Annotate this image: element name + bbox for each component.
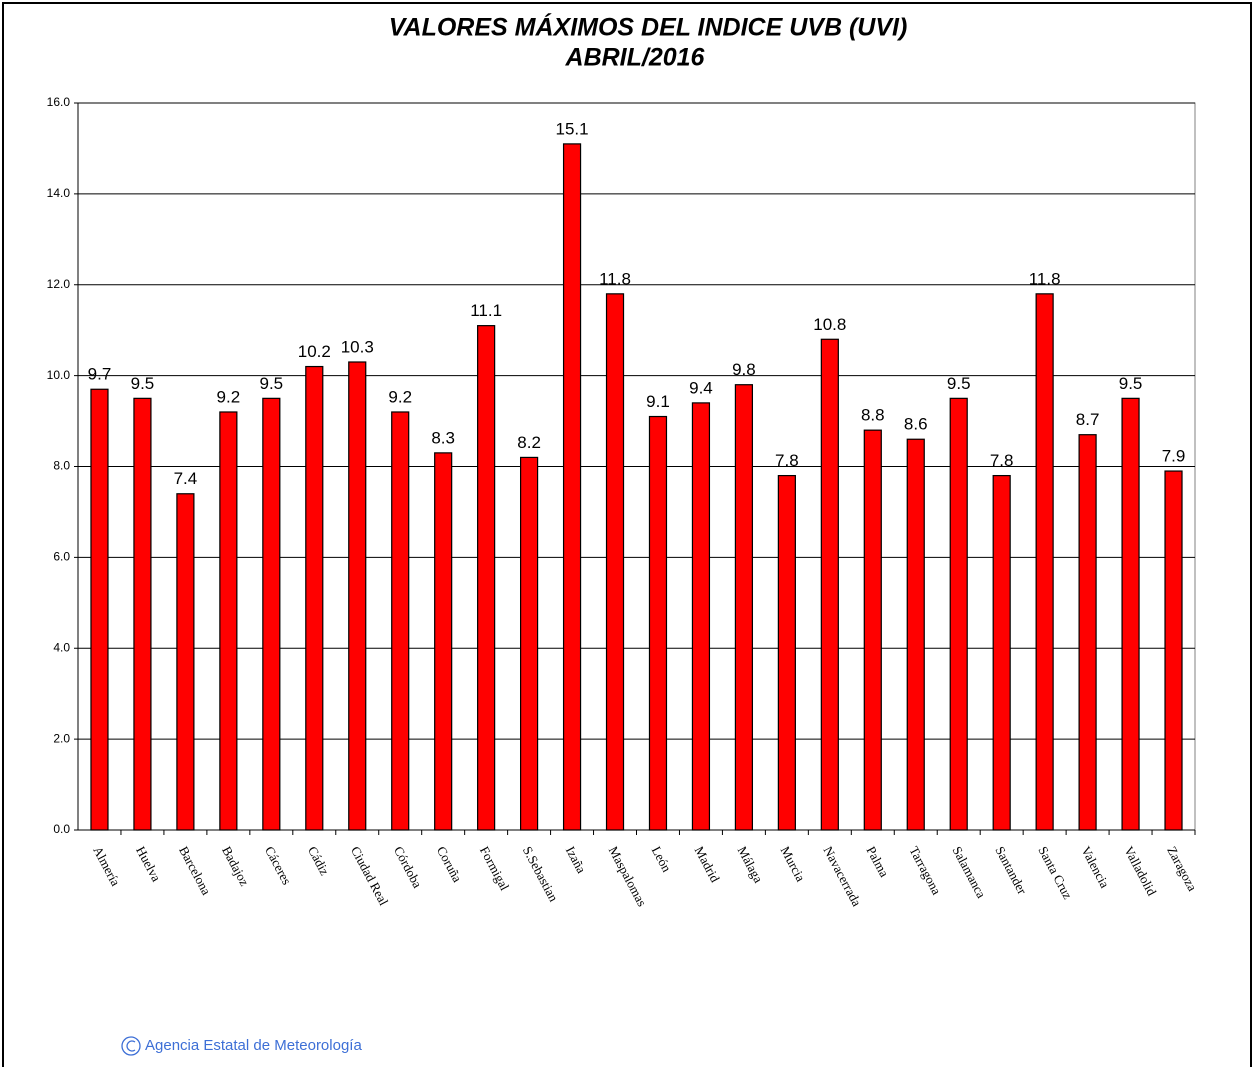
bar bbox=[262, 397, 281, 831]
x-tick-label: Córdoba bbox=[391, 844, 425, 891]
x-tick-label: Cádiz bbox=[305, 844, 333, 878]
x-tick-label: Badajoz bbox=[219, 844, 252, 889]
value-label: 8.3 bbox=[431, 428, 455, 447]
x-tick-label: Izaña bbox=[563, 844, 590, 876]
bar bbox=[477, 325, 496, 831]
x-tick-label: Valencia bbox=[1078, 844, 1112, 891]
x-tick-label: Valladolid bbox=[1121, 844, 1160, 899]
bar bbox=[949, 397, 968, 831]
bar bbox=[1121, 397, 1140, 831]
value-label: 9.4 bbox=[689, 378, 713, 397]
bar bbox=[691, 402, 711, 831]
bar bbox=[434, 452, 453, 831]
y-tick-label: 10.0 bbox=[47, 368, 71, 382]
x-tick-label: Maspalomas bbox=[606, 844, 650, 909]
value-label: 9.5 bbox=[260, 374, 284, 393]
bar bbox=[219, 411, 238, 831]
x-tick-label: Santander bbox=[992, 844, 1030, 898]
x-tick-label: S.Sebastian bbox=[520, 844, 562, 905]
value-label: 10.2 bbox=[298, 342, 331, 361]
y-tick-label: 16.0 bbox=[47, 95, 71, 109]
credit-icon bbox=[121, 1036, 141, 1056]
x-tick-label: Salamanca bbox=[949, 844, 989, 901]
chart-title: VALORES MÁXIMOS DEL INDICE UVB (UVI) bbox=[389, 13, 908, 42]
value-label: 11.8 bbox=[1029, 269, 1061, 288]
chart-subtitle: ABRIL/2016 bbox=[565, 44, 706, 72]
value-label: 9.2 bbox=[217, 387, 241, 406]
bar bbox=[133, 397, 152, 831]
bar bbox=[734, 384, 754, 831]
value-label: 7.8 bbox=[775, 451, 799, 470]
value-label: 7.9 bbox=[1162, 447, 1186, 466]
value-label: 9.5 bbox=[131, 374, 155, 393]
value-label: 9.5 bbox=[947, 374, 971, 393]
bar bbox=[519, 456, 539, 831]
bar bbox=[1078, 434, 1097, 831]
y-tick-label: 14.0 bbox=[47, 186, 71, 200]
x-tick-label: Murcia bbox=[778, 844, 809, 884]
value-label: 7.4 bbox=[174, 469, 198, 488]
x-tick-label: Almería bbox=[90, 844, 123, 889]
value-label: 9.8 bbox=[732, 360, 756, 379]
value-label: 10.3 bbox=[341, 337, 374, 356]
x-tick-label: Tarragona bbox=[906, 844, 944, 898]
bar bbox=[305, 365, 324, 831]
y-tick-label: 4.0 bbox=[53, 640, 70, 654]
x-tick-label: Ciudad Real bbox=[348, 844, 392, 908]
credit: Agencia Estatal de Meteorología bbox=[145, 1037, 362, 1054]
value-label: 9.1 bbox=[646, 392, 670, 411]
bar bbox=[90, 388, 109, 831]
x-tick-label: Navacerrada bbox=[821, 844, 865, 909]
bar bbox=[1164, 470, 1183, 831]
x-tick-label: Santa Cruz bbox=[1035, 844, 1075, 902]
bar bbox=[562, 143, 582, 831]
value-label: 9.7 bbox=[88, 365, 112, 384]
value-label: 11.1 bbox=[470, 301, 502, 320]
value-label: 15.1 bbox=[556, 119, 589, 138]
x-tick-label: Cáceres bbox=[262, 844, 295, 887]
bar bbox=[348, 361, 367, 831]
x-tick-label: Zaragoza bbox=[1164, 844, 1200, 894]
x-tick-label: Palma bbox=[864, 844, 893, 880]
y-tick-label: 8.0 bbox=[53, 459, 70, 473]
y-tick-label: 2.0 bbox=[53, 731, 70, 745]
bar bbox=[820, 338, 839, 831]
value-label: 7.8 bbox=[990, 451, 1014, 470]
x-tick-label: Coruña bbox=[434, 844, 465, 885]
value-label: 11.8 bbox=[599, 269, 631, 288]
value-label: 8.6 bbox=[904, 415, 928, 434]
bar bbox=[1035, 293, 1054, 831]
x-tick-label: Málaga bbox=[735, 844, 767, 886]
x-tick-label: León bbox=[649, 844, 675, 875]
bar bbox=[648, 415, 668, 831]
y-tick-label: 12.0 bbox=[47, 277, 71, 291]
x-tick-label: Huelva bbox=[133, 844, 164, 884]
bar bbox=[391, 411, 410, 831]
y-tick-label: 0.0 bbox=[53, 822, 70, 836]
x-tick-label: Formigal bbox=[477, 844, 513, 893]
bar bbox=[605, 293, 625, 831]
value-label: 9.5 bbox=[1119, 374, 1143, 393]
bar bbox=[176, 493, 195, 831]
bar bbox=[863, 429, 882, 831]
bar bbox=[906, 438, 925, 831]
bar bbox=[992, 474, 1011, 831]
value-label: 9.2 bbox=[388, 387, 412, 406]
value-label: 8.7 bbox=[1076, 410, 1100, 429]
x-tick-label: Madrid bbox=[692, 844, 723, 885]
value-label: 10.8 bbox=[813, 315, 846, 334]
value-label: 8.2 bbox=[517, 433, 541, 452]
value-label: 8.8 bbox=[861, 406, 885, 425]
x-tick-label: Barcelona bbox=[176, 844, 214, 898]
y-tick-label: 6.0 bbox=[53, 550, 70, 564]
bar bbox=[777, 474, 796, 831]
